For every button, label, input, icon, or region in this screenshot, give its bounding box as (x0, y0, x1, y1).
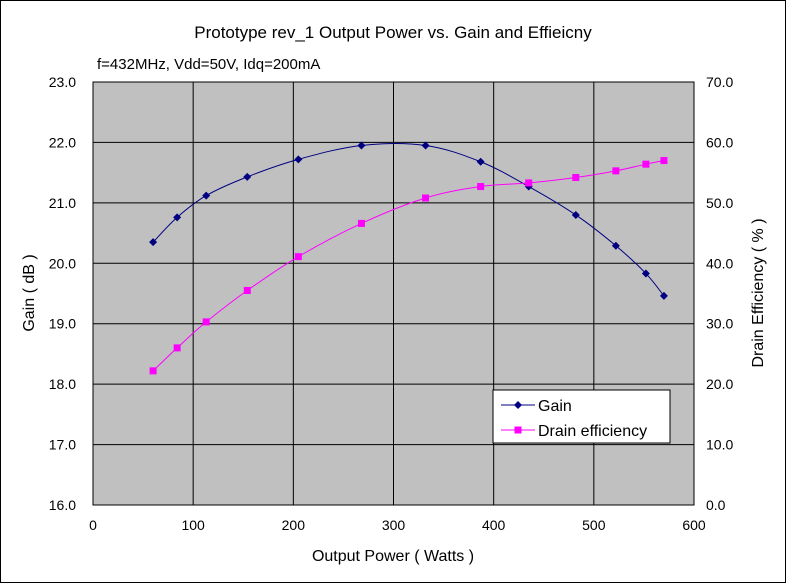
series-drain-efficiency-point (422, 194, 430, 202)
series-drain-efficiency-point (477, 183, 485, 191)
series-drain-efficiency-point (357, 219, 365, 227)
series-gain-point (357, 141, 366, 150)
series-gain-point (173, 213, 182, 222)
series-drain-efficiency-point (149, 367, 157, 375)
tick-labels: 0 100 200 300 400 500 600 16.0 17.0 18.0 19.0 20.0 2… (49, 74, 734, 533)
y-right-tick-label: 20.0 (706, 376, 733, 392)
series-gain-point (476, 157, 485, 166)
y-right-tick-label: 70.0 (706, 74, 733, 90)
x-tick-label: 400 (482, 517, 506, 533)
x-tick-label: 200 (282, 517, 306, 533)
y-right-tick-label: 30.0 (706, 316, 733, 332)
chart-subtitle: f=432MHz, Vdd=50V, Idq=200mA (97, 56, 320, 73)
y-left-tick-label: 23.0 (49, 74, 76, 90)
y-left-tick-label: 21.0 (49, 195, 76, 211)
legend-gain-marker (514, 401, 522, 409)
series-gain-point (202, 191, 211, 200)
series-gain-point (641, 269, 650, 278)
series-gain-point (571, 210, 580, 219)
y-left-tick-label: 20.0 (49, 255, 76, 271)
y-right-tick-label: 10.0 (706, 437, 733, 453)
y-left-tick-label: 16.0 (49, 497, 76, 513)
y-right-tick-label: 0.0 (706, 497, 726, 513)
legend-efficiency-marker (514, 426, 522, 434)
x-tick-label: 300 (382, 517, 406, 533)
y-left-tick-label: 19.0 (49, 316, 76, 332)
series-gain-point (294, 155, 303, 164)
legend-box (492, 389, 671, 444)
x-tick-label: 0 (89, 517, 97, 533)
series-gain-point (421, 141, 430, 150)
y-right-tick-label: 40.0 (706, 255, 733, 271)
x-axis-label: Output Power ( Watts ) (312, 548, 474, 565)
x-tick-label: 600 (682, 517, 706, 533)
x-tick-label: 500 (582, 517, 606, 533)
legend: Gain Drain efficiency (492, 389, 671, 444)
y-right-tick-label: 50.0 (706, 195, 733, 211)
series-drain-efficiency-point (525, 179, 533, 187)
series-drain-efficiency-point (202, 318, 210, 326)
series-drain-efficiency-point (642, 160, 650, 168)
series-gain-point (149, 238, 158, 247)
y-left-tick-label: 22.0 (49, 134, 76, 150)
series-drain-efficiency-point (173, 344, 181, 352)
series-gain-point (659, 291, 668, 300)
y-right-tick-label: 60.0 (706, 134, 733, 150)
chart-title: Prototype rev_1 Output Power vs. Gain an… (194, 23, 592, 42)
series-drain-efficiency-point (243, 286, 251, 294)
series-gain-point (611, 241, 620, 250)
legend-efficiency-label: Drain efficiency (538, 423, 647, 440)
series-layer (149, 141, 668, 375)
series-drain-efficiency-point (660, 157, 668, 165)
y-axis-left-label: Gain ( dB ) (21, 254, 38, 331)
y-axis-right-label: Drain Efficiency ( % ) (750, 218, 767, 367)
x-tick-label: 100 (181, 517, 205, 533)
y-left-tick-label: 17.0 (49, 437, 76, 453)
series-drain-efficiency-point (612, 167, 620, 175)
series-drain-efficiency-point (294, 253, 302, 261)
y-left-tick-label: 18.0 (49, 376, 76, 392)
series-gain-point (243, 172, 252, 181)
series-drain-efficiency-point (572, 173, 580, 181)
legend-gain-label: Gain (538, 398, 572, 415)
